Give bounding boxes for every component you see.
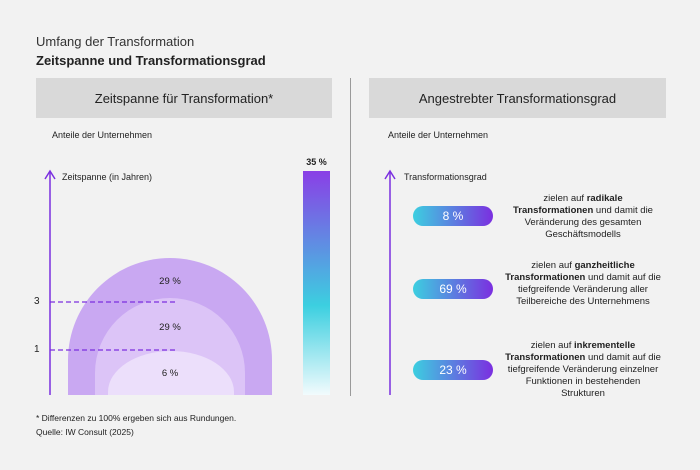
right-subheading: Anteile der Unternehmen [388, 130, 489, 140]
pill-holistic [413, 279, 493, 299]
pill-radical-label: 8 % [442, 209, 464, 223]
arch-outer-label: 29 % [159, 276, 181, 287]
chart-supertitle: Umfang der Transformation [36, 34, 195, 49]
footnote: * Differenzen zu 100% ergeben sich aus R… [36, 413, 237, 423]
pill-holistic-label: 69 % [439, 282, 467, 296]
source: Quelle: IW Consult (2025) [36, 427, 134, 437]
left-subheading: Anteile der Unternehmen [52, 130, 153, 140]
y-tick-3: 3 [34, 296, 40, 307]
y-tick-1: 1 [34, 344, 40, 355]
share-bar [303, 171, 330, 395]
pill-incremental-label: 23 % [439, 363, 467, 377]
left-panel-heading: Zeitspanne für Transformation* [36, 78, 332, 118]
arch-inner [108, 351, 234, 395]
desc-radical: zielen auf radikale Transformationen und… [513, 193, 653, 240]
arch-inner-label: 6 % [161, 368, 179, 379]
panel-divider [350, 78, 351, 396]
pill-incremental [413, 360, 493, 380]
right-panel-heading: Angestrebter Transformationsgrad [369, 78, 666, 118]
pill-radical [413, 206, 493, 226]
chart-title: Zeitspanne und Transformationsgrad [36, 53, 266, 68]
left-axis-label: Zeitspanne (in Jahren) [62, 172, 153, 182]
share-bar-label: 35 % [306, 157, 327, 167]
left-axis-arrow-icon [44, 169, 56, 180]
arch-middle-label: 29 % [159, 322, 181, 333]
desc-incremental: zielen auf inkrementelle Transformatione… [505, 340, 661, 399]
right-axis-arrow-icon [384, 169, 396, 180]
right-axis-label: Transformationsgrad [404, 172, 487, 182]
desc-holistic: zielen auf ganzheitliche Transformatione… [505, 260, 661, 307]
